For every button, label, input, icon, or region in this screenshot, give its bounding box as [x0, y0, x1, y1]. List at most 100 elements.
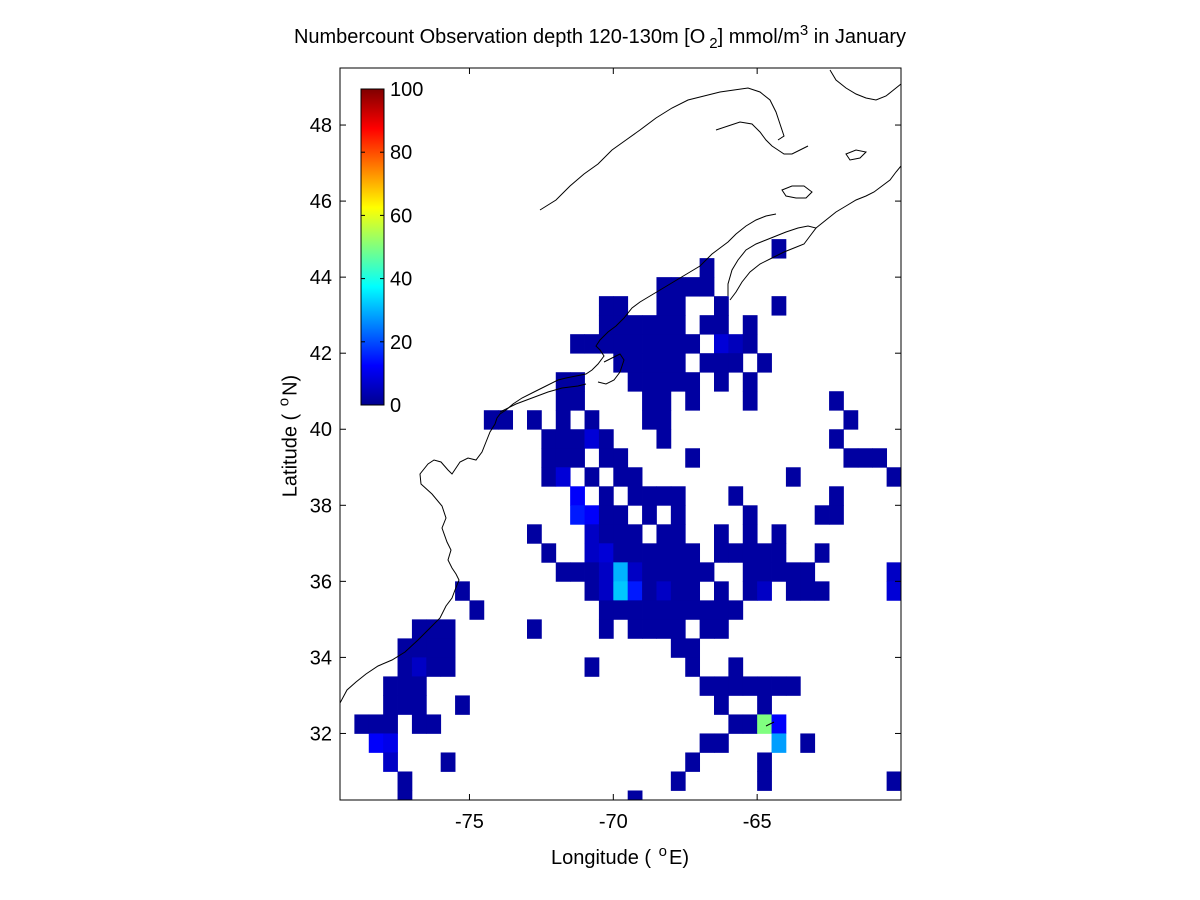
heatmap-cell: [670, 315, 686, 335]
coastline-us-east: [340, 213, 777, 704]
heatmap-cell: [598, 486, 614, 506]
heatmap-cell: [757, 562, 772, 582]
heatmap-cell: [584, 505, 600, 525]
heatmap-cell: [642, 486, 657, 506]
heatmap-cell: [670, 600, 686, 620]
heatmap-cell: [584, 429, 600, 449]
heatmap-cell: [670, 372, 686, 392]
heatmap-cell: [570, 334, 585, 354]
heatmap-cell: [699, 600, 715, 620]
heatmap-cell: [440, 657, 456, 677]
heatmap-cell: [642, 410, 657, 430]
heatmap-cell: [383, 695, 398, 715]
y-tick-label: 44: [310, 267, 332, 289]
heatmap-cell: [699, 676, 715, 696]
heatmap-cell: [757, 353, 772, 373]
heatmap-cell: [843, 410, 859, 430]
x-axis-label-unit: E): [668, 847, 689, 869]
heatmap-cell: [714, 733, 729, 753]
heatmap-cell: [584, 657, 600, 677]
heatmap-cell: [656, 486, 672, 506]
heatmap-cell: [886, 562, 901, 582]
heatmap-cell: [800, 562, 816, 582]
heatmap-cell: [656, 334, 672, 354]
axes-frame: [339, 67, 902, 801]
heatmap-cell: [757, 714, 772, 734]
heatmap-cell: [800, 733, 816, 753]
heatmap-cell: [757, 581, 772, 601]
heatmap-cell: [656, 581, 672, 601]
heatmap-cell: [714, 619, 729, 639]
heatmap-cell: [742, 334, 758, 354]
heatmap-cell: [886, 581, 901, 601]
heatmap-cell: [685, 448, 701, 468]
heatmap-cell: [426, 657, 442, 677]
heatmap-cell: [642, 562, 657, 582]
heatmap-cell: [670, 562, 686, 582]
heatmap-cell: [598, 334, 614, 354]
heatmap-cells: [354, 239, 901, 800]
heatmap-cell: [742, 524, 758, 544]
heatmap-cell: [411, 676, 427, 696]
heatmap-cell: [656, 277, 672, 297]
heatmap-cell: [584, 410, 600, 430]
heatmap-cell: [742, 315, 758, 335]
heatmap-cell: [397, 790, 413, 800]
heatmap-cell: [699, 562, 715, 582]
heatmap-cell: [742, 676, 758, 696]
heatmap-cell: [627, 334, 643, 354]
y-axis-label-text: Latitude (: [279, 413, 302, 498]
coastline: [340, 69, 901, 727]
heatmap-cell: [440, 752, 456, 772]
heatmap-cell: [555, 467, 571, 487]
heatmap-cell: [685, 334, 701, 354]
heatmap-cell: [742, 372, 758, 392]
heatmap-cell: [613, 353, 629, 373]
heatmap-cell: [728, 600, 744, 620]
heatmap-cell: [613, 315, 629, 335]
heatmap-cell: [426, 714, 442, 734]
heatmap-cell: [771, 296, 787, 316]
heatmap-cell: [627, 581, 643, 601]
coastline-long-island: [499, 383, 587, 413]
heatmap-cell: [814, 543, 830, 563]
heatmap-cell: [656, 410, 672, 430]
coastline-pei: [781, 185, 813, 199]
heatmap-cell: [829, 429, 844, 449]
coastline-newfoundland: [829, 69, 901, 101]
colorbar-gradient: [360, 88, 385, 406]
heatmap-cell: [742, 562, 758, 582]
heatmap-cell: [685, 277, 701, 297]
heatmap-cell: [613, 543, 629, 563]
heatmap-cell: [613, 600, 629, 620]
heatmap-cell: [627, 372, 643, 392]
chart-title-unit: ] mmol/m: [717, 26, 800, 48]
heatmap-cell: [584, 467, 600, 487]
heatmap-cell: [527, 619, 542, 639]
heatmap-cell: [728, 353, 744, 373]
heatmap-cell: [685, 752, 701, 772]
heatmap-cell: [613, 581, 629, 601]
heatmap-cell: [785, 676, 801, 696]
heatmap-cell: [598, 505, 614, 525]
y-axis-label: Latitude ( oN): [276, 375, 303, 497]
heatmap-cell: [642, 543, 657, 563]
heatmap-cell: [757, 695, 772, 715]
y-axis-label-degree: o: [275, 397, 293, 407]
heatmap-cell: [598, 562, 614, 582]
heatmap-cell: [742, 543, 758, 563]
coastline-bermuda: [765, 721, 775, 727]
heatmap-cell: [699, 733, 715, 753]
heatmap-cell: [872, 448, 888, 468]
x-tick-label: -75: [455, 811, 484, 833]
heatmap-cell: [699, 619, 715, 639]
heatmap-cell: [570, 505, 585, 525]
heatmap-cell: [714, 524, 729, 544]
heatmap-cell: [771, 714, 787, 734]
heatmap-cell: [397, 771, 413, 791]
heatmap-cell: [584, 524, 600, 544]
heatmap-cell: [656, 391, 672, 411]
heatmap-cell: [771, 239, 787, 259]
x-axis-label: Longitude ( o E): [0, 843, 1200, 870]
x-axis-label-text: Longitude (: [551, 847, 652, 869]
